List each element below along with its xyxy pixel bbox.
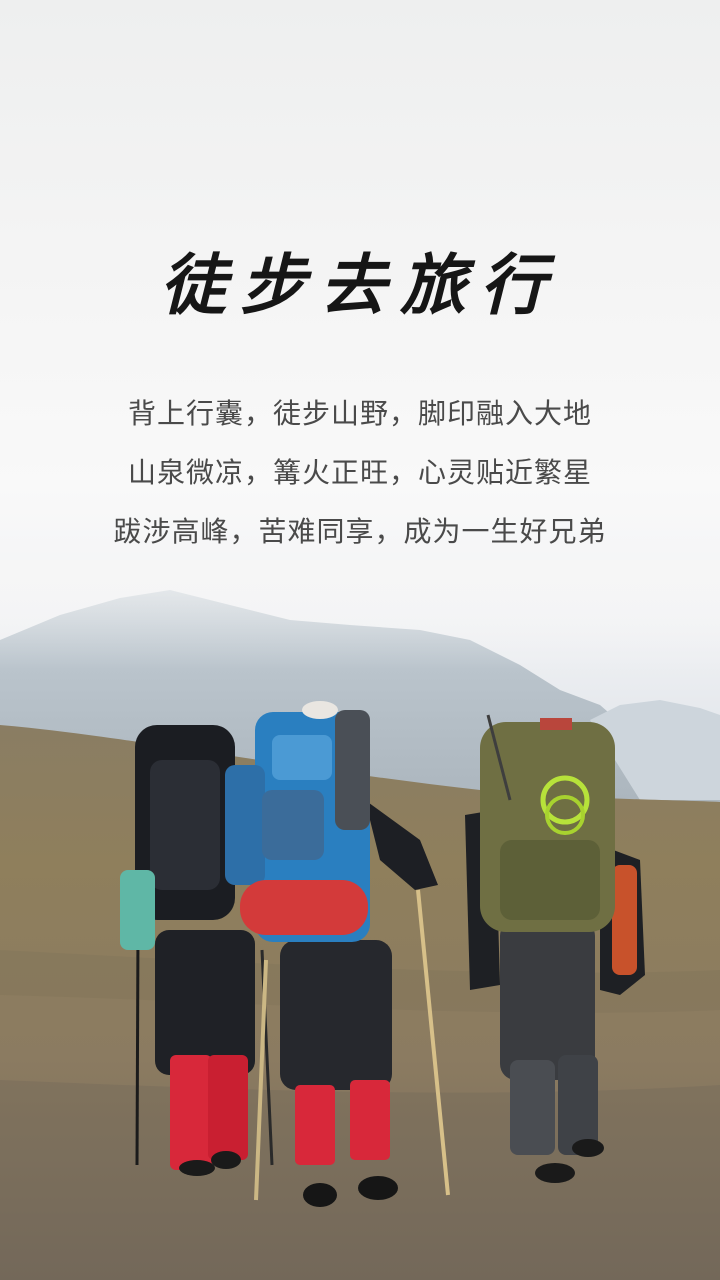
poem-line-1: 背上行囊，徒步山野，脚印融入大地: [127, 397, 592, 430]
poem-line-3: 跋涉高峰，苦难同享，成为一生好兄弟: [113, 515, 607, 548]
mountain-right: [590, 700, 720, 800]
poem-lines: 背上行囊，徒步山野，脚印融入大地 山泉微凉，篝火正旺，心灵贴近繁星 跋涉高峰，苦…: [0, 392, 720, 569]
headline: 徒步去旅行: [160, 246, 560, 324]
poem-line-2: 山泉微凉，篝火正旺，心灵贴近繁星: [127, 456, 592, 489]
hiker-right: [465, 714, 645, 1183]
hiker-center: [225, 701, 450, 1207]
hiker-left: [120, 725, 274, 1176]
